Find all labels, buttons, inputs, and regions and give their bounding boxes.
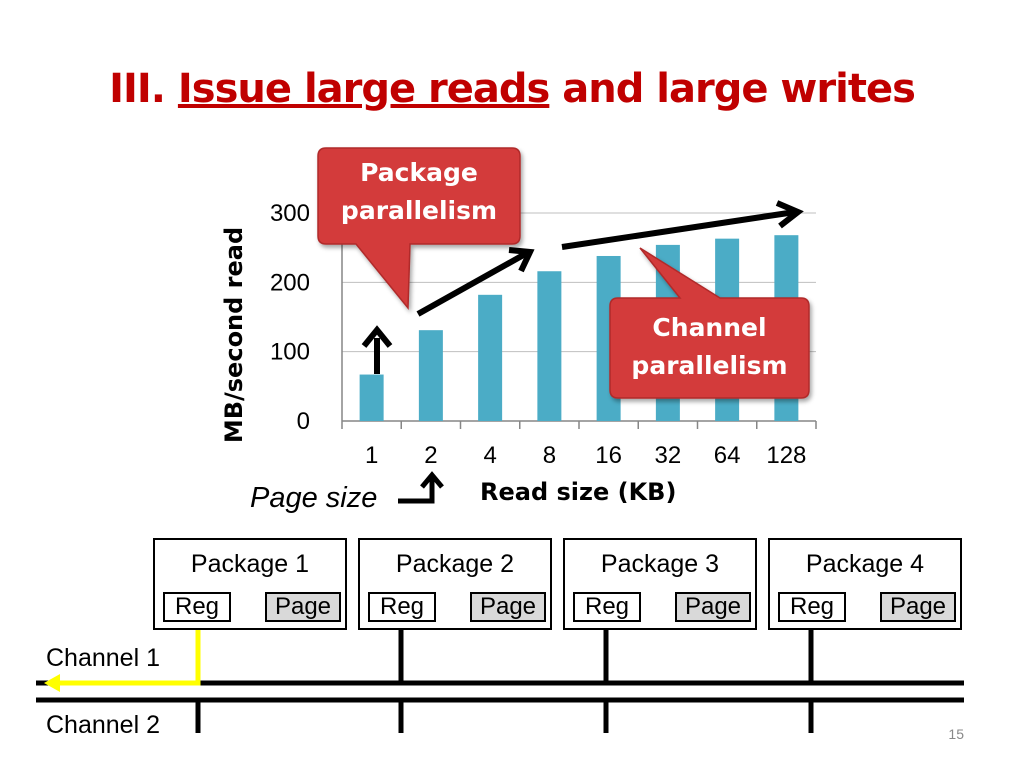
page-size-arrowhead: [420, 471, 444, 489]
title-suffix: and large writes: [562, 66, 916, 112]
x-axis-label: Read size (KB): [480, 478, 677, 506]
channel-trend-arrowhead: [775, 200, 804, 229]
x-tick-label: 128: [766, 442, 806, 469]
title-prefix: III.: [109, 66, 166, 112]
page-box: Page: [265, 592, 341, 622]
y-tick-label: 300: [270, 200, 310, 227]
channel-trend-arrow: [561, 209, 796, 250]
x-tick-label: 2: [424, 442, 437, 469]
package-4-box: Package 4 Reg Page: [768, 538, 962, 630]
channel-callout: [609, 247, 810, 399]
channel-1-data-path: [58, 622, 201, 686]
y-tick-label: 0: [297, 408, 310, 435]
page-box: Page: [880, 592, 956, 622]
channel-callout-text: Channel parallelism: [631, 313, 788, 380]
x-tick-label: 8: [543, 442, 556, 469]
x-tick-label: 32: [655, 442, 682, 469]
package-name: Package 3: [600, 550, 720, 578]
page-size-arrow: [398, 477, 435, 504]
page-box: Page: [470, 592, 546, 622]
bar-8kb: [537, 271, 562, 421]
package-callout-text: Package parallelism: [340, 158, 498, 225]
y-tick-label: 100: [270, 339, 310, 366]
register-box: Reg: [778, 592, 846, 622]
slide-title: III. Issue large reads and large writes: [0, 66, 1024, 112]
slide-number: 15: [948, 726, 964, 742]
bar-1kb: [359, 374, 384, 421]
package-callout-bubble: [317, 147, 521, 311]
y-tick-label: 200: [270, 269, 310, 296]
title-underlined: Issue large reads: [177, 66, 550, 112]
register-box: Reg: [368, 592, 436, 622]
x-tick-label: 64: [714, 442, 741, 469]
channel-callout-bubble: [609, 247, 810, 399]
package-name: Package 2: [395, 550, 515, 578]
package-name: Package 1: [190, 550, 310, 578]
register-box: Reg: [163, 592, 231, 622]
page-box: Page: [675, 592, 751, 622]
package-2-box: Package 2 Reg Page: [358, 538, 552, 630]
y-axis-label: MB/second read: [220, 226, 248, 444]
bar-2kb: [418, 330, 443, 421]
x-tick-label: 1: [365, 442, 378, 469]
package-3-box: Package 3 Reg Page: [563, 538, 757, 630]
package-trend-arrowhead: [508, 247, 535, 273]
package-1-box: Package 1 Reg Page: [153, 538, 347, 630]
channel-1-label: Channel 1: [46, 644, 160, 672]
channel-1-data-arrowhead: [44, 674, 60, 692]
package-name: Package 4: [805, 550, 925, 578]
trend-arrows: [361, 200, 804, 504]
x-tick-label: 16: [595, 442, 622, 469]
page-size-label: Page size: [250, 482, 378, 514]
bar-4kb: [478, 294, 503, 421]
package-trend-arrow: [416, 250, 529, 317]
up-arrow-head: [361, 325, 393, 348]
package-callout: [317, 147, 521, 311]
x-tick-label: 4: [483, 442, 496, 469]
channel-2-label: Channel 2: [46, 711, 160, 739]
register-box: Reg: [573, 592, 641, 622]
